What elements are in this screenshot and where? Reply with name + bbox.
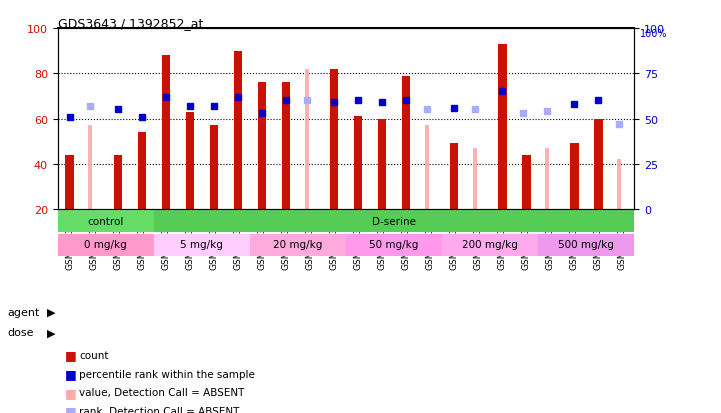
Bar <box>138 133 146 210</box>
FancyBboxPatch shape <box>154 211 634 232</box>
FancyBboxPatch shape <box>442 234 539 255</box>
Text: ■: ■ <box>65 349 76 362</box>
Text: 50 mg/kg: 50 mg/kg <box>369 240 419 249</box>
Text: 20 mg/kg: 20 mg/kg <box>273 240 323 249</box>
Bar <box>88 126 92 210</box>
Bar <box>498 45 507 210</box>
FancyBboxPatch shape <box>539 234 634 255</box>
Bar <box>282 83 290 210</box>
FancyBboxPatch shape <box>250 234 346 255</box>
Text: ■: ■ <box>65 367 76 380</box>
Bar <box>304 69 309 210</box>
Bar <box>378 119 386 210</box>
Bar <box>162 56 170 210</box>
Text: count: count <box>79 350 109 360</box>
Bar <box>450 144 459 210</box>
Text: dose: dose <box>7 328 34 337</box>
Bar <box>617 160 622 210</box>
Text: percentile rank within the sample: percentile rank within the sample <box>79 369 255 379</box>
FancyBboxPatch shape <box>58 211 154 232</box>
Text: value, Detection Call = ABSENT: value, Detection Call = ABSENT <box>79 387 244 397</box>
Bar <box>234 52 242 210</box>
Text: 100%: 100% <box>640 29 668 39</box>
Bar <box>545 149 549 210</box>
Text: ▶: ▶ <box>47 307 56 317</box>
Text: rank, Detection Call = ABSENT: rank, Detection Call = ABSENT <box>79 406 239 413</box>
Text: D-serine: D-serine <box>372 216 416 226</box>
Text: control: control <box>87 216 124 226</box>
Text: 0 mg/kg: 0 mg/kg <box>84 240 127 249</box>
Bar <box>258 83 266 210</box>
Bar <box>425 126 429 210</box>
Text: ■: ■ <box>65 404 76 413</box>
Text: 200 mg/kg: 200 mg/kg <box>462 240 518 249</box>
FancyBboxPatch shape <box>58 234 154 255</box>
Bar <box>594 119 603 210</box>
Bar <box>570 144 579 210</box>
Bar <box>402 76 410 210</box>
Bar <box>522 155 531 210</box>
Bar <box>330 69 338 210</box>
Text: ▶: ▶ <box>47 328 56 337</box>
Bar <box>473 149 477 210</box>
Text: GDS3643 / 1392852_at: GDS3643 / 1392852_at <box>58 17 203 29</box>
FancyBboxPatch shape <box>346 234 442 255</box>
FancyBboxPatch shape <box>154 234 250 255</box>
Bar <box>210 126 218 210</box>
Text: ■: ■ <box>65 386 76 399</box>
Bar <box>186 112 194 210</box>
Bar <box>354 117 362 210</box>
Bar <box>114 155 122 210</box>
Bar <box>66 155 74 210</box>
Text: 5 mg/kg: 5 mg/kg <box>180 240 224 249</box>
Text: 500 mg/kg: 500 mg/kg <box>559 240 614 249</box>
Text: agent: agent <box>7 307 40 317</box>
